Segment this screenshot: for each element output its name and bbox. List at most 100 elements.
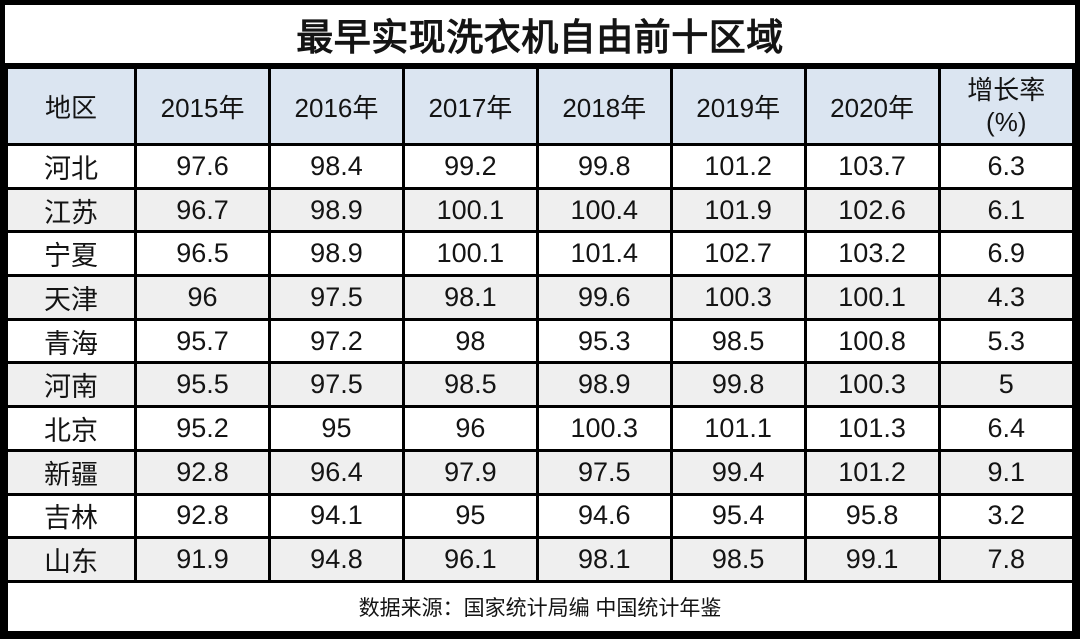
value-cell: 102.6 bbox=[803, 186, 941, 234]
value-cell: 99.6 bbox=[535, 274, 673, 321]
value-cell: 97.5 bbox=[268, 274, 405, 321]
growth-cell: 9.1 bbox=[937, 448, 1076, 496]
value-cell: 91.9 bbox=[134, 536, 271, 583]
value-cell: 98.9 bbox=[535, 361, 673, 409]
value-cell: 100.3 bbox=[803, 361, 941, 409]
value-cell: 97.5 bbox=[268, 361, 405, 409]
growth-cell: 6.1 bbox=[937, 186, 1076, 234]
value-cell: 103.2 bbox=[803, 230, 941, 278]
value-cell: 99.1 bbox=[803, 536, 941, 583]
region-cell: 青海 bbox=[4, 317, 138, 365]
table-row: 吉林 92.8 94.1 95 94.6 95.4 95.8 3.2 bbox=[4, 492, 1076, 540]
value-cell: 96.7 bbox=[134, 186, 271, 234]
value-cell: 95 bbox=[401, 492, 539, 540]
value-cell: 95 bbox=[268, 405, 405, 452]
growth-cell: 3.2 bbox=[937, 492, 1076, 540]
table-row: 北京 95.2 95 96 100.3 101.1 101.3 6.4 bbox=[4, 405, 1076, 452]
value-cell: 98 bbox=[401, 317, 539, 365]
header-row: 地区 2015年 2016年 2017年 2018年 2019年 2020年 增… bbox=[4, 66, 1076, 146]
value-cell: 101.2 bbox=[803, 448, 941, 496]
value-cell: 98.5 bbox=[669, 317, 807, 365]
col-header-2020: 2020年 bbox=[803, 66, 941, 146]
value-cell: 96.5 bbox=[134, 230, 271, 278]
growth-cell: 4.3 bbox=[937, 274, 1076, 321]
table-row: 山东 91.9 94.8 96.1 98.1 98.5 99.1 7.8 bbox=[4, 536, 1076, 583]
value-cell: 99.4 bbox=[669, 448, 807, 496]
source-row: 数据来源：国家统计局编 中国统计年鉴 bbox=[5, 580, 1075, 634]
growth-header-line2: (%) bbox=[986, 107, 1027, 137]
growth-cell: 6.3 bbox=[937, 143, 1076, 190]
value-cell: 97.9 bbox=[401, 448, 539, 496]
table-row: 青海 95.7 97.2 98 95.3 98.5 100.8 5.3 bbox=[4, 317, 1076, 365]
growth-cell: 7.8 bbox=[937, 536, 1076, 583]
value-cell: 100.8 bbox=[803, 317, 941, 365]
region-cell: 山东 bbox=[4, 536, 138, 583]
col-header-2017: 2017年 bbox=[401, 66, 539, 146]
region-cell: 天津 bbox=[4, 274, 138, 321]
page-title: 最早实现洗衣机自由前十区域 bbox=[5, 5, 1075, 66]
col-header-2016: 2016年 bbox=[268, 66, 405, 146]
value-cell: 97.6 bbox=[134, 143, 271, 190]
source-note: 数据来源：国家统计局编 中国统计年鉴 bbox=[5, 580, 1075, 634]
table-row: 河北 97.6 98.4 99.2 99.8 101.2 103.7 6.3 bbox=[4, 143, 1076, 190]
value-cell: 98.5 bbox=[401, 361, 539, 409]
col-header-2019: 2019年 bbox=[669, 66, 807, 146]
region-cell: 宁夏 bbox=[4, 230, 138, 278]
value-cell: 101.1 bbox=[669, 405, 807, 452]
value-cell: 97.5 bbox=[535, 448, 673, 496]
value-cell: 95.7 bbox=[134, 317, 271, 365]
growth-header-line1: 增长率 bbox=[967, 74, 1046, 105]
growth-cell: 6.9 bbox=[937, 230, 1076, 278]
growth-cell: 5.3 bbox=[937, 317, 1076, 365]
region-cell: 河北 bbox=[4, 143, 138, 190]
value-cell: 100.1 bbox=[401, 230, 539, 278]
value-cell: 96 bbox=[401, 405, 539, 452]
region-cell: 新疆 bbox=[4, 448, 138, 496]
value-cell: 95.4 bbox=[669, 492, 807, 540]
value-cell: 92.8 bbox=[134, 492, 271, 540]
value-cell: 95.3 bbox=[535, 317, 673, 365]
value-cell: 94.1 bbox=[268, 492, 405, 540]
value-cell: 99.2 bbox=[401, 143, 539, 190]
value-cell: 100.1 bbox=[803, 274, 941, 321]
col-header-region: 地区 bbox=[4, 66, 138, 146]
table-row: 天津 96 97.5 98.1 99.6 100.3 100.1 4.3 bbox=[4, 274, 1076, 321]
value-cell: 98.1 bbox=[535, 536, 673, 583]
value-cell: 97.2 bbox=[268, 317, 405, 365]
value-cell: 100.4 bbox=[535, 186, 673, 234]
table-row: 宁夏 96.5 98.9 100.1 101.4 102.7 103.2 6.9 bbox=[4, 230, 1076, 278]
value-cell: 95.2 bbox=[134, 405, 271, 452]
value-cell: 95.8 bbox=[803, 492, 941, 540]
value-cell: 103.7 bbox=[803, 143, 941, 190]
region-cell: 吉林 bbox=[4, 492, 138, 540]
value-cell: 100.3 bbox=[669, 274, 807, 321]
region-cell: 江苏 bbox=[4, 186, 138, 234]
col-header-2015: 2015年 bbox=[134, 66, 271, 146]
value-cell: 101.4 bbox=[535, 230, 673, 278]
value-cell: 94.8 bbox=[268, 536, 405, 583]
col-header-growth: 增长率 (%) bbox=[937, 66, 1076, 146]
value-cell: 99.8 bbox=[669, 361, 807, 409]
col-header-2018: 2018年 bbox=[535, 66, 673, 146]
value-cell: 94.6 bbox=[535, 492, 673, 540]
region-cell: 北京 bbox=[4, 405, 138, 452]
value-cell: 95.5 bbox=[134, 361, 271, 409]
data-table: 地区 2015年 2016年 2017年 2018年 2019年 2020年 增… bbox=[4, 66, 1076, 634]
table-row: 河南 95.5 97.5 98.5 98.9 99.8 100.3 5 bbox=[4, 361, 1076, 409]
value-cell: 96.1 bbox=[401, 536, 539, 583]
value-cell: 100.3 bbox=[535, 405, 673, 452]
table-row: 江苏 96.7 98.9 100.1 100.4 101.9 102.6 6.1 bbox=[4, 186, 1076, 234]
value-cell: 98.9 bbox=[268, 186, 405, 234]
growth-cell: 6.4 bbox=[937, 405, 1076, 452]
value-cell: 96.4 bbox=[268, 448, 405, 496]
value-cell: 98.9 bbox=[268, 230, 405, 278]
value-cell: 99.8 bbox=[535, 143, 673, 190]
value-cell: 100.1 bbox=[401, 186, 539, 234]
table-row: 新疆 92.8 96.4 97.9 97.5 99.4 101.2 9.1 bbox=[4, 448, 1076, 496]
growth-cell: 5 bbox=[937, 361, 1076, 409]
value-cell: 98.1 bbox=[401, 274, 539, 321]
value-cell: 98.4 bbox=[268, 143, 405, 190]
value-cell: 101.9 bbox=[669, 186, 807, 234]
region-cell: 河南 bbox=[4, 361, 138, 409]
